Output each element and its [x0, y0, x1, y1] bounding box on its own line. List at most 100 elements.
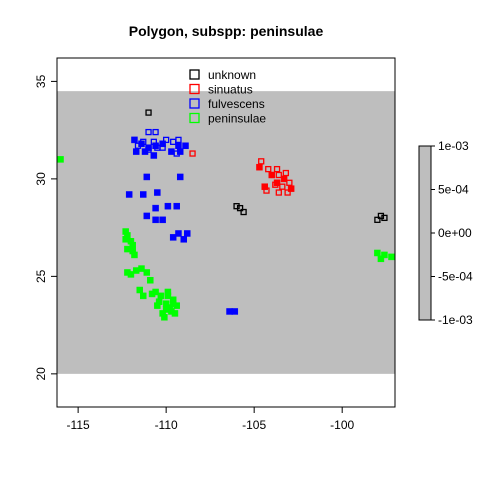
data-point [171, 310, 179, 317]
data-point [286, 179, 293, 186]
data-point [147, 277, 154, 284]
plot-frame [56, 57, 396, 408]
data-point [175, 136, 182, 144]
data-point [173, 302, 180, 309]
data-point [176, 173, 184, 181]
legend-label: peninsulae [208, 112, 266, 126]
data-point [138, 140, 145, 148]
colorbar-tick-label: -1e-03 [438, 313, 473, 327]
data-point [287, 185, 295, 192]
x-tick-label: -115 [67, 418, 90, 432]
colorbar-tick-label: -5e-04 [438, 270, 473, 284]
legend-swatch [189, 69, 200, 80]
data-point [268, 171, 276, 179]
data-point [273, 179, 281, 187]
data-point [127, 238, 135, 245]
data-point [388, 253, 395, 261]
data-point [182, 142, 189, 149]
data-point [164, 288, 172, 296]
data-point [57, 156, 64, 163]
data-point [125, 191, 133, 198]
legend-swatch [189, 98, 200, 109]
data-point [164, 202, 172, 210]
data-point [159, 216, 166, 224]
data-point [131, 136, 138, 144]
x-tick-label: -100 [330, 418, 354, 432]
data-point [265, 165, 272, 173]
data-point [132, 267, 140, 274]
data-point [258, 158, 265, 165]
data-point [159, 140, 166, 148]
data-point [148, 290, 156, 298]
legend-label: sinuatus [208, 83, 253, 97]
legend-swatch [189, 112, 200, 124]
data-point [152, 216, 159, 224]
legend-label: fulvescens [208, 97, 265, 111]
data-point [280, 175, 288, 183]
data-point [145, 144, 152, 151]
data-point [169, 234, 177, 241]
data-point [162, 136, 170, 144]
data-point [152, 204, 159, 212]
data-point [124, 245, 131, 253]
chart-title: Polygon, subspp: peninsulae [129, 23, 324, 39]
data-point [240, 208, 247, 216]
data-point [374, 249, 381, 257]
data-point [374, 216, 381, 223]
raster-background [57, 91, 395, 374]
legend-label: unknown [208, 68, 256, 82]
legend-swatch [189, 83, 200, 95]
y-tick-label: 20 [34, 367, 48, 381]
data-point [143, 269, 151, 276]
data-point [141, 148, 149, 155]
data-point [127, 271, 135, 278]
data-point [131, 251, 138, 259]
colorbar-bar [418, 145, 432, 321]
data-point [168, 148, 175, 155]
data-point [284, 189, 291, 196]
data-point [282, 169, 290, 177]
data-point [176, 148, 184, 155]
data-point [154, 189, 161, 196]
data-point [279, 183, 286, 190]
data-point [184, 230, 191, 237]
colorbar-tick-label: 0e+00 [438, 226, 472, 240]
data-point [150, 152, 158, 159]
data-point [154, 302, 161, 309]
data-point [173, 202, 180, 210]
data-point [132, 148, 140, 155]
colorbar-tick-label: 5e-04 [438, 183, 469, 197]
x-axis: -115 -110 -105 -100 [67, 407, 355, 432]
y-axis: 20 25 30 35 [34, 74, 57, 381]
data-point [145, 128, 152, 136]
colorbar: 1e-03 5e-04 0e+00 -5e-04 -1e-03 [418, 139, 473, 327]
data-point [140, 191, 147, 198]
data-point [256, 163, 263, 171]
data-point [381, 214, 388, 222]
data-point [159, 310, 166, 317]
points-layer [57, 109, 395, 321]
data-point [157, 292, 165, 300]
data-point [140, 292, 147, 300]
data-point [175, 142, 182, 149]
y-tick-label: 30 [34, 172, 48, 186]
data-point [236, 204, 244, 212]
data-point [377, 255, 385, 263]
y-tick-label: 25 [34, 269, 48, 283]
data-point [166, 304, 173, 311]
data-point [189, 150, 196, 157]
data-point [275, 189, 282, 196]
data-point [122, 228, 129, 235]
x-tick-label: -110 [155, 418, 178, 432]
data-point [261, 183, 268, 190]
data-point [275, 171, 282, 179]
data-point [273, 165, 281, 173]
data-point [180, 236, 187, 243]
colorbar-tick-label: 1e-03 [438, 139, 469, 153]
data-point [231, 308, 239, 315]
data-point [145, 109, 152, 116]
data-point [152, 128, 159, 136]
y-tick-label: 35 [34, 74, 48, 88]
